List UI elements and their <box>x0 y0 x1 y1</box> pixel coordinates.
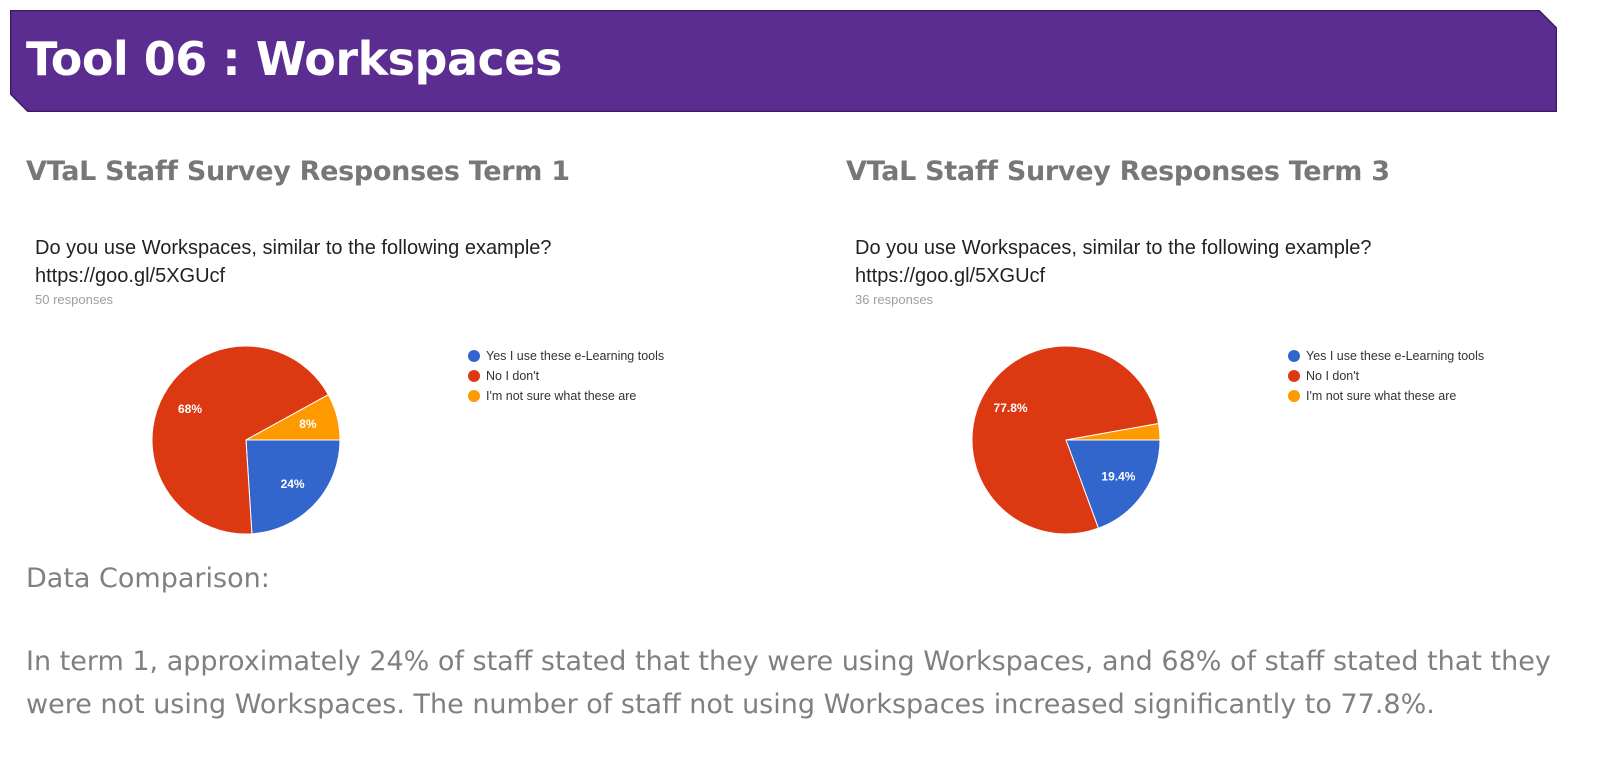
survey-panel-term-1: VTaL Staff Survey Responses Term 1 Do yo… <box>26 150 786 550</box>
slice-data-label: 8% <box>299 417 317 431</box>
question-text: Do you use Workspaces, similar to the fo… <box>855 237 1372 259</box>
question-link[interactable]: https://goo.gl/5XGUcf <box>35 265 226 287</box>
legend-label: No I don't <box>486 369 540 383</box>
banner-shape <box>10 10 1557 112</box>
pie-slice-i-m-not-sure-what-these-are[interactable] <box>1065 422 1161 441</box>
title-banner: Tool 06 : Workspaces <box>10 10 1557 112</box>
pie-slice-no-i-don-t[interactable] <box>971 345 1160 535</box>
legend-label: I'm not sure what these are <box>486 389 637 403</box>
legend-item-i-m-not-sure-what-these-are[interactable]: I'm not sure what these are <box>468 386 664 406</box>
legend-swatch <box>1288 370 1300 382</box>
pie-slice-yes-i-use-these-e-learning-tools[interactable] <box>1065 439 1161 529</box>
legend-swatch <box>1288 350 1300 362</box>
survey-question: Do you use Workspaces, similar to the fo… <box>35 234 552 290</box>
legend-item-yes-i-use-these-e-learning-tools[interactable]: Yes I use these e-Learning tools <box>468 346 664 366</box>
response-count: 36 responses <box>855 292 934 307</box>
banner-background <box>10 10 1557 112</box>
survey-question: Do you use Workspaces, similar to the fo… <box>855 234 1372 290</box>
legend-item-yes-i-use-these-e-learning-tools[interactable]: Yes I use these e-Learning tools <box>1288 346 1484 366</box>
question-text: Do you use Workspaces, similar to the fo… <box>35 237 552 259</box>
legend-label: Yes I use these e-Learning tools <box>486 349 665 363</box>
legend-item-no-i-don-t[interactable]: No I don't <box>468 366 664 386</box>
pie-slice-no-i-don-t[interactable] <box>151 345 330 535</box>
comparison-text: In term 1, approximately 24% of staff st… <box>26 646 1551 720</box>
legend-label: I'm not sure what these are <box>1306 389 1457 403</box>
chart-legend: Yes I use these e-Learning tools No I don… <box>468 346 664 406</box>
slice-data-label: 77.8% <box>994 401 1028 415</box>
pie-chart: 24% 68% 8% <box>151 345 341 535</box>
response-count: 50 responses <box>35 292 114 307</box>
slice-data-label: 68% <box>178 402 202 416</box>
legend-swatch <box>468 390 480 402</box>
panel-heading: VTaL Staff Survey Responses Term 1 <box>26 156 570 187</box>
chart-legend: Yes I use these e-Learning tools No I don… <box>1288 346 1484 406</box>
legend-label: No I don't <box>1306 369 1360 383</box>
slice-data-label: 24% <box>281 477 305 491</box>
legend-swatch <box>468 370 480 382</box>
pie-slice-i-m-not-sure-what-these-are[interactable] <box>245 394 341 441</box>
comparison-heading: Data Comparison: <box>26 563 270 594</box>
page-title: Tool 06 : Workspaces <box>26 32 562 86</box>
pie-slice-yes-i-use-these-e-learning-tools[interactable] <box>245 439 341 535</box>
panel-heading: VTaL Staff Survey Responses Term 3 <box>846 156 1390 187</box>
legend-label: Yes I use these e-Learning tools <box>1306 349 1485 363</box>
survey-panel-term-3: VTaL Staff Survey Responses Term 3 Do yo… <box>846 150 1600 550</box>
question-link[interactable]: https://goo.gl/5XGUcf <box>855 265 1046 287</box>
legend-swatch <box>468 350 480 362</box>
legend-item-i-m-not-sure-what-these-are[interactable]: I'm not sure what these are <box>1288 386 1484 406</box>
legend-swatch <box>1288 390 1300 402</box>
pie-chart: 19.4% 77.8% <box>971 345 1161 535</box>
slice-data-label: 19.4% <box>1101 470 1135 484</box>
legend-item-no-i-don-t[interactable]: No I don't <box>1288 366 1484 386</box>
